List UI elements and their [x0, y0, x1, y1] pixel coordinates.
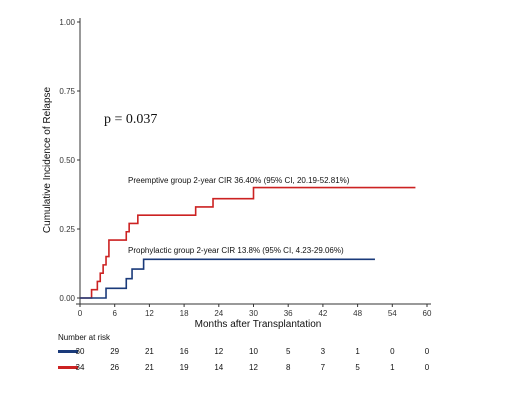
risk-count: 21 [145, 363, 154, 372]
p-value-label: p = 0.037 [104, 112, 157, 127]
y-tick-label: 0.00 [59, 294, 75, 303]
x-tick-label: 48 [353, 309, 362, 318]
x-tick-label: 18 [180, 309, 189, 318]
x-tick-label: 24 [214, 309, 223, 318]
preemptive-annotation: Preemptive group 2-year CIR 36.40% (95% … [128, 176, 350, 185]
x-tick-label: 30 [249, 309, 258, 318]
risk-count: 34 [76, 363, 85, 372]
risk-count: 14 [214, 363, 223, 372]
risk-count: 10 [249, 347, 258, 356]
risk-count: 8 [286, 363, 291, 372]
x-tick-label: 6 [112, 309, 117, 318]
risk-count: 16 [180, 347, 189, 356]
preemptive-risk-swatch [58, 366, 78, 369]
risk-count: 0 [390, 347, 395, 356]
risk-count: 1 [355, 347, 360, 356]
x-tick-label: 60 [423, 309, 432, 318]
risk-count: 12 [249, 363, 258, 372]
y-tick-label: 0.50 [59, 156, 75, 165]
risk-count: 1 [390, 363, 395, 372]
risk-count: 5 [286, 347, 291, 356]
x-tick-label: 0 [78, 309, 83, 318]
prophylactic-risk-swatch [58, 350, 78, 353]
prophylactic-curve [80, 258, 375, 299]
risk-count: 29 [110, 347, 119, 356]
x-tick-label: 36 [284, 309, 293, 318]
y-tick-label: 0.75 [59, 87, 75, 96]
risk-count: 3 [321, 347, 326, 356]
y-tick-label: 1.00 [59, 18, 75, 27]
x-tick-label: 12 [145, 309, 154, 318]
x-tick-label: 54 [388, 309, 397, 318]
risk-count: 19 [180, 363, 189, 372]
preemptive-curve [80, 186, 416, 299]
prophylactic-annotation: Prophylactic group 2-year CIR 13.8% (95%… [128, 246, 344, 255]
risk-table-title: Number at risk [58, 333, 111, 342]
x-axis-title: Months after Transplantation [195, 319, 322, 330]
risk-count: 0 [425, 347, 430, 356]
risk-count: 26 [110, 363, 119, 372]
x-tick-label: 42 [318, 309, 327, 318]
y-tick-label: 0.25 [59, 225, 75, 234]
risk-count: 7 [321, 363, 326, 372]
risk-count: 30 [76, 347, 85, 356]
risk-count: 21 [145, 347, 154, 356]
risk-count: 5 [355, 363, 360, 372]
y-axis-title: Cumulative Incidence of Relapse [42, 86, 53, 233]
risk-count: 0 [425, 363, 430, 372]
risk-count: 12 [214, 347, 223, 356]
